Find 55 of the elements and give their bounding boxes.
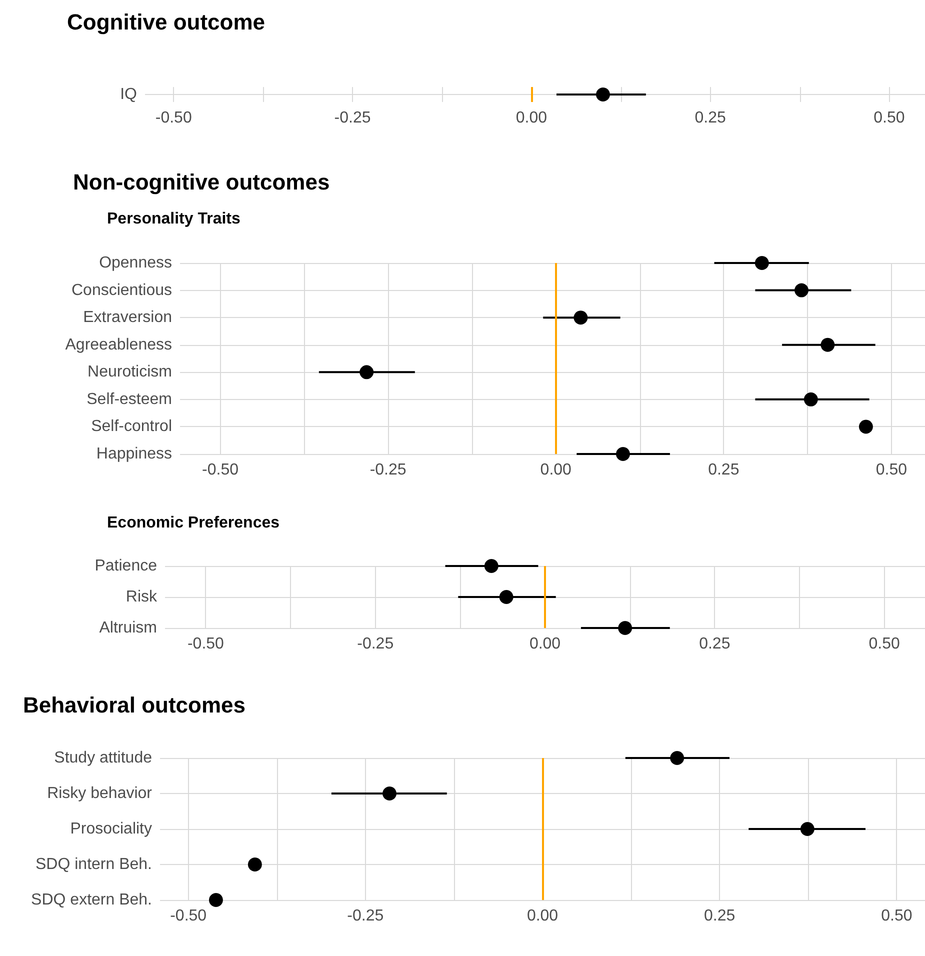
point	[248, 858, 262, 872]
chart-title: Cognitive outcome	[67, 10, 266, 34]
point	[800, 822, 814, 836]
chart-title: Non-cognitive outcomes	[73, 170, 330, 194]
point	[858, 420, 873, 434]
y-tick-label: Self-control	[91, 418, 172, 436]
y-tick-label: Neuroticism	[88, 364, 172, 381]
y-tick-label: SDQ extern Beh.	[31, 892, 152, 908]
y-tick-label: Risky behavior	[47, 785, 153, 802]
x-tick-label: 0.00	[526, 908, 558, 924]
x-tick-label: -0.50	[202, 462, 239, 478]
point	[820, 338, 835, 352]
x-tick-label: -0.25	[334, 110, 371, 126]
x-tick-label: -0.50	[170, 908, 207, 924]
x-tick-label: 0.25	[704, 908, 736, 924]
y-tick-label: Extraversion	[83, 309, 172, 326]
x-tick-label: 0.00	[529, 636, 561, 652]
x-tick-label: 0.25	[699, 636, 730, 652]
y-tick-label: Prosociality	[70, 820, 152, 838]
point	[574, 310, 588, 325]
chart-subtitle: Personality Traits	[107, 210, 240, 228]
y-tick-label: SDQ intern Beh.	[36, 856, 152, 873]
x-tick-label: 0.50	[881, 908, 912, 924]
x-tick-label: -0.50	[155, 110, 192, 126]
point	[794, 283, 809, 298]
chart-title: Behavioral outcomes	[23, 692, 246, 718]
y-tick-label: Study attitude	[54, 750, 152, 766]
y-tick-label: Conscientious	[72, 282, 172, 299]
x-tick-label: 0.50	[874, 110, 905, 126]
point	[804, 392, 818, 406]
y-tick-label: Agreeableness	[65, 336, 172, 354]
x-tick-label: 0.50	[868, 636, 900, 652]
point	[616, 447, 630, 461]
y-tick-label: Patience	[94, 558, 158, 574]
x-tick-label: 0.25	[694, 110, 726, 126]
x-tick-label: 0.00	[540, 462, 572, 478]
point	[360, 365, 374, 380]
y-tick-label: Risk	[126, 588, 158, 606]
y-tick-label: Self-esteem	[86, 390, 172, 408]
x-tick-label: -0.25	[370, 462, 406, 478]
x-tick-label: 0.00	[516, 110, 548, 126]
x-tick-label: -0.25	[347, 908, 384, 924]
point	[382, 786, 396, 800]
y-tick-label: Altruism	[99, 620, 157, 636]
point	[208, 893, 223, 907]
point	[754, 256, 769, 270]
point	[670, 751, 684, 765]
y-tick-label: Openness	[99, 254, 172, 272]
x-tick-label: -0.50	[187, 636, 224, 652]
chart-subtitle: Economic Preferences	[107, 514, 280, 532]
x-tick-label: 0.50	[876, 462, 908, 478]
y-tick-label: Happiness	[96, 446, 172, 462]
y-tick-label: IQ	[120, 86, 137, 103]
x-tick-label: 0.25	[708, 462, 740, 478]
x-tick-label: -0.25	[357, 636, 394, 652]
